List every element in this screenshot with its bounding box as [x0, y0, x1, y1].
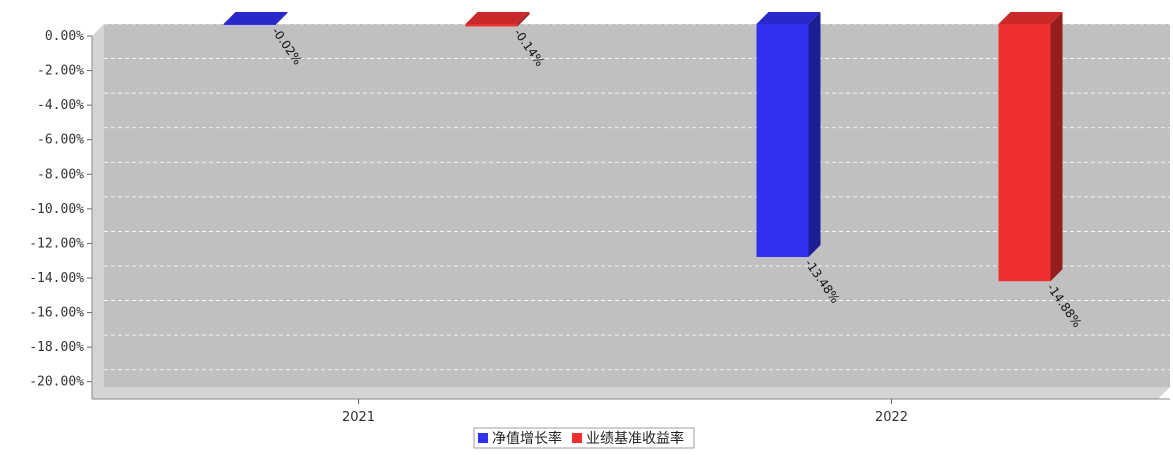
floor	[92, 387, 1170, 399]
y-tick-label: 0.00%	[45, 29, 84, 44]
bar-front	[223, 24, 276, 25]
y-tick-label: -14.00%	[29, 271, 84, 286]
bar-top	[465, 12, 530, 24]
y-tick-label: -8.00%	[37, 167, 84, 182]
y-tick-label: -12.00%	[29, 236, 84, 251]
y-tick-label: -18.00%	[29, 340, 84, 355]
back-wall	[104, 24, 1170, 387]
bar	[465, 12, 530, 27]
bars	[223, 12, 1063, 282]
plot-area	[92, 24, 1170, 399]
grid-lines	[104, 23, 1170, 371]
bar-top	[998, 12, 1063, 24]
y-tick-label: -2.00%	[37, 64, 84, 79]
legend-item: 业绩基准收益率	[572, 430, 684, 447]
legend-swatch	[572, 433, 582, 443]
legend-swatch	[478, 433, 488, 443]
bar	[756, 12, 821, 258]
legend-item: 净值增长率	[478, 430, 562, 447]
x-tick-label: 2022	[875, 410, 908, 425]
bar-top	[756, 12, 821, 24]
y-tick-label: -10.00%	[29, 202, 84, 217]
x-tick-label: 2021	[342, 410, 375, 425]
y-tick-label: -6.00%	[37, 133, 84, 148]
y-tick-label: -20.00%	[29, 375, 84, 390]
legend-label: 业绩基准收益率	[586, 430, 684, 447]
legend-label: 净值增长率	[492, 430, 562, 447]
bar-side	[275, 12, 288, 25]
y-axis: 0.00% -2.00% -4.00% -6.00% -8.00% -10.00% -12.…	[29, 29, 93, 399]
bar-side	[517, 12, 530, 27]
bar-side	[1050, 12, 1063, 282]
bar	[223, 12, 288, 25]
legend-box	[473, 427, 695, 449]
bar-front	[756, 24, 809, 258]
bar-top	[223, 12, 288, 24]
bar-front	[465, 24, 518, 27]
bar	[998, 12, 1063, 282]
y-tick-label: -4.00%	[37, 98, 84, 113]
side-wall	[92, 24, 104, 399]
x-axis: 2021 2022	[92, 398, 1170, 425]
y-tick-label: -16.00%	[29, 306, 84, 321]
legend: 净值增长率 业绩基准收益率	[473, 427, 695, 449]
bar-front	[998, 24, 1051, 282]
bar-side	[808, 12, 821, 258]
